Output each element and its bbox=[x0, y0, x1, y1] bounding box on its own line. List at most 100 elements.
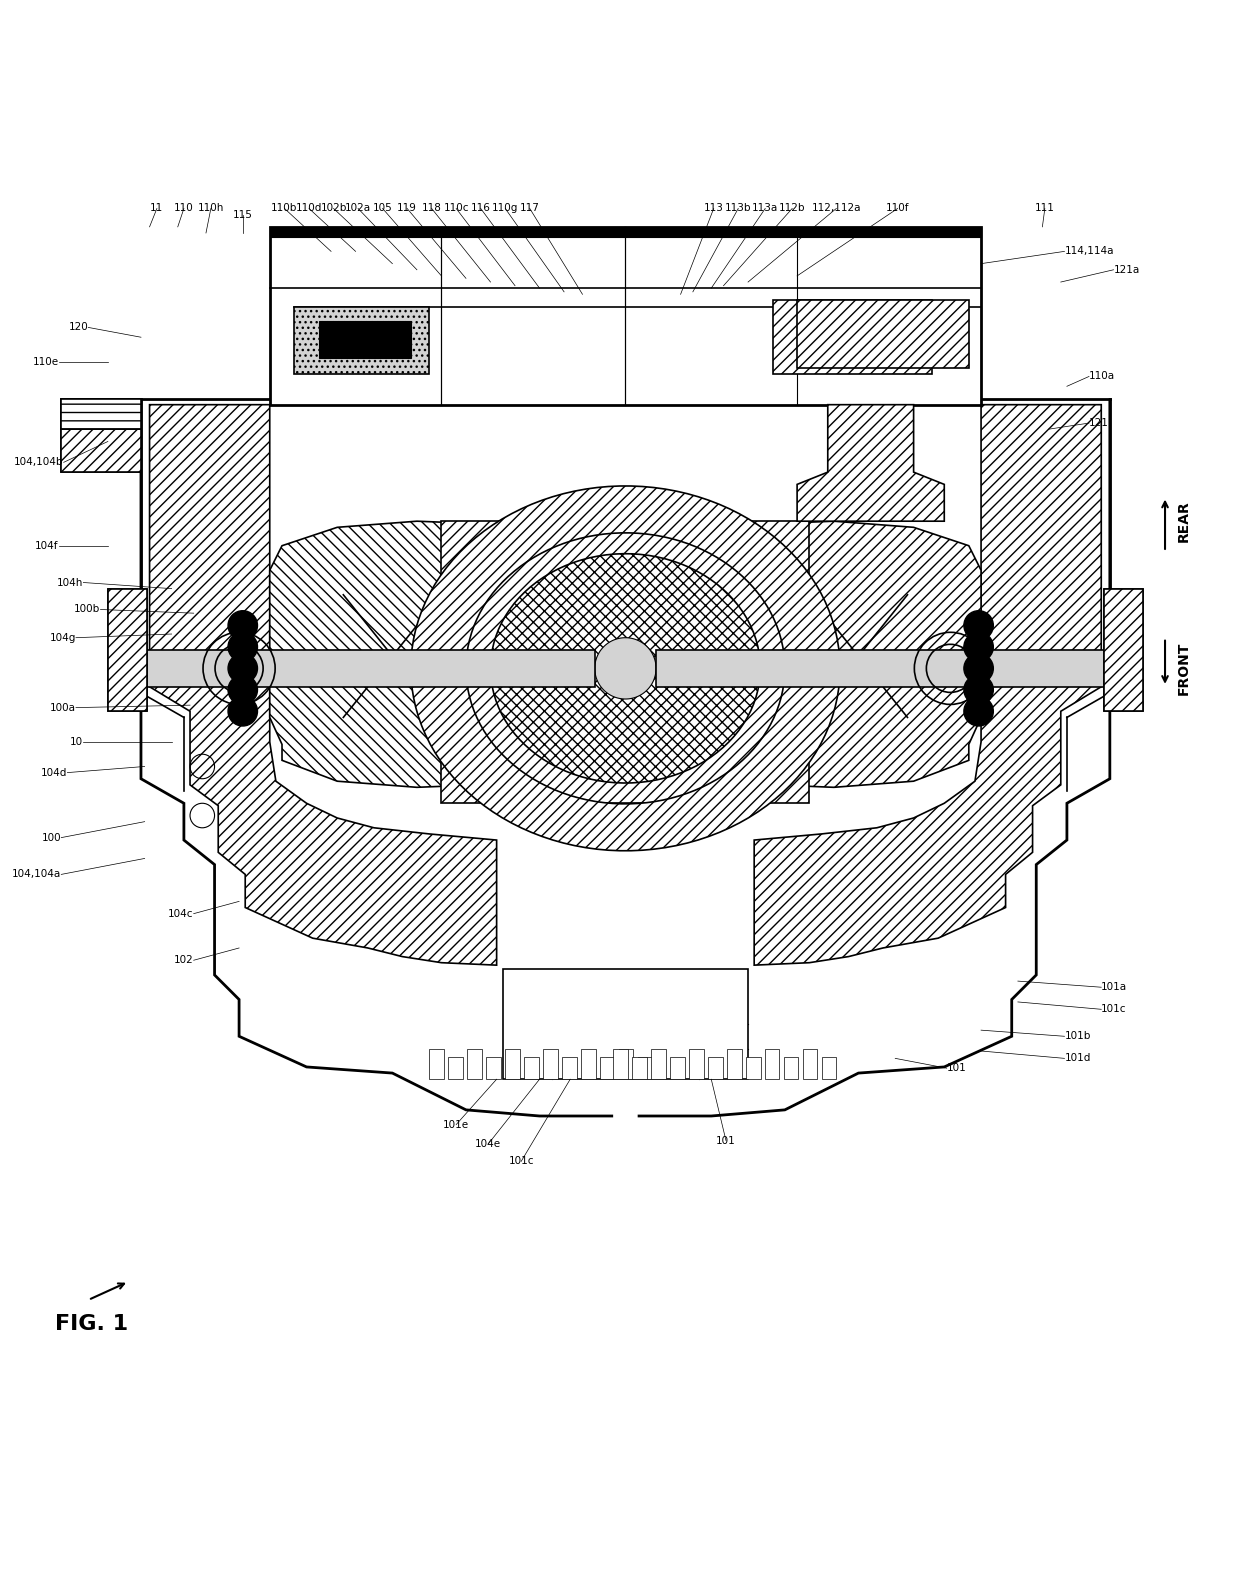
Polygon shape bbox=[745, 1057, 760, 1079]
Polygon shape bbox=[784, 1057, 799, 1079]
Text: REAR: REAR bbox=[1177, 500, 1190, 543]
Text: 102a: 102a bbox=[345, 204, 371, 214]
Polygon shape bbox=[294, 307, 429, 373]
Text: 102b: 102b bbox=[320, 204, 347, 214]
Text: 116: 116 bbox=[471, 204, 491, 214]
Polygon shape bbox=[525, 1057, 538, 1079]
Polygon shape bbox=[448, 1057, 463, 1079]
Polygon shape bbox=[562, 1057, 577, 1079]
Text: FRONT: FRONT bbox=[1177, 642, 1190, 694]
Polygon shape bbox=[319, 321, 410, 358]
Text: 117: 117 bbox=[520, 204, 539, 214]
Text: 110d: 110d bbox=[296, 204, 322, 214]
Circle shape bbox=[963, 676, 993, 704]
Polygon shape bbox=[797, 301, 968, 369]
Text: 110g: 110g bbox=[492, 204, 518, 214]
Text: 104c: 104c bbox=[169, 908, 193, 919]
Polygon shape bbox=[1104, 589, 1143, 712]
Text: 112b: 112b bbox=[779, 204, 806, 214]
Polygon shape bbox=[502, 968, 748, 1079]
Polygon shape bbox=[727, 1049, 742, 1079]
Polygon shape bbox=[108, 589, 148, 712]
Text: 110b: 110b bbox=[272, 204, 298, 214]
Text: 121: 121 bbox=[1089, 418, 1109, 429]
Polygon shape bbox=[441, 520, 810, 804]
Circle shape bbox=[228, 611, 258, 641]
Polygon shape bbox=[486, 1057, 501, 1079]
Text: 110f: 110f bbox=[885, 204, 909, 214]
Polygon shape bbox=[637, 1057, 652, 1079]
Text: 102: 102 bbox=[174, 956, 193, 965]
Text: 119: 119 bbox=[397, 204, 417, 214]
Text: 110e: 110e bbox=[32, 358, 58, 367]
Polygon shape bbox=[467, 1049, 482, 1079]
Text: 110c: 110c bbox=[444, 204, 469, 214]
Text: 110h: 110h bbox=[197, 204, 224, 214]
Polygon shape bbox=[270, 520, 577, 788]
Polygon shape bbox=[670, 1057, 684, 1079]
Text: 110a: 110a bbox=[1089, 372, 1115, 381]
Text: 118: 118 bbox=[422, 204, 441, 214]
Text: 101b: 101b bbox=[1064, 1031, 1091, 1041]
Text: 101e: 101e bbox=[443, 1120, 469, 1130]
Polygon shape bbox=[61, 399, 141, 471]
Text: 110: 110 bbox=[174, 204, 193, 214]
Text: 104h: 104h bbox=[57, 577, 83, 587]
Polygon shape bbox=[765, 1049, 780, 1079]
Text: 100: 100 bbox=[42, 832, 61, 843]
Text: 120: 120 bbox=[68, 323, 88, 332]
Text: 11: 11 bbox=[150, 204, 164, 214]
Polygon shape bbox=[600, 1057, 615, 1079]
Text: 113: 113 bbox=[704, 204, 724, 214]
Text: 114,114a: 114,114a bbox=[1064, 247, 1114, 256]
Polygon shape bbox=[613, 1049, 627, 1079]
Polygon shape bbox=[150, 405, 497, 965]
Circle shape bbox=[228, 633, 258, 661]
Circle shape bbox=[228, 676, 258, 704]
Polygon shape bbox=[491, 554, 760, 783]
Circle shape bbox=[963, 633, 993, 661]
Text: FIG. 1: FIG. 1 bbox=[56, 1315, 129, 1335]
Text: 104,104b: 104,104b bbox=[14, 457, 63, 467]
Text: 115: 115 bbox=[233, 209, 253, 220]
Text: 113b: 113b bbox=[725, 204, 751, 214]
Polygon shape bbox=[108, 589, 148, 712]
Polygon shape bbox=[595, 638, 656, 699]
Text: 104d: 104d bbox=[41, 767, 67, 778]
Text: 104e: 104e bbox=[475, 1139, 501, 1149]
Text: 101: 101 bbox=[715, 1136, 735, 1145]
Polygon shape bbox=[61, 399, 141, 429]
Text: 104,104a: 104,104a bbox=[12, 870, 61, 880]
Polygon shape bbox=[135, 650, 595, 687]
Text: 101c: 101c bbox=[1101, 1005, 1127, 1014]
Polygon shape bbox=[797, 405, 945, 520]
Polygon shape bbox=[754, 405, 1101, 965]
Text: 100b: 100b bbox=[74, 604, 100, 614]
Polygon shape bbox=[61, 399, 141, 429]
Polygon shape bbox=[1104, 589, 1143, 712]
Text: 112,112a: 112,112a bbox=[812, 204, 861, 214]
Circle shape bbox=[228, 653, 258, 683]
Polygon shape bbox=[429, 1049, 444, 1079]
Circle shape bbox=[963, 611, 993, 641]
Circle shape bbox=[228, 696, 258, 726]
Text: 113a: 113a bbox=[753, 204, 779, 214]
Polygon shape bbox=[802, 1049, 817, 1079]
Polygon shape bbox=[773, 301, 932, 373]
Polygon shape bbox=[632, 1057, 647, 1079]
Text: 101a: 101a bbox=[1101, 982, 1127, 992]
Polygon shape bbox=[656, 650, 1116, 687]
Text: 101: 101 bbox=[946, 1063, 966, 1073]
Polygon shape bbox=[270, 226, 981, 237]
Polygon shape bbox=[675, 520, 981, 788]
Text: 104g: 104g bbox=[50, 633, 76, 642]
Polygon shape bbox=[505, 1049, 520, 1079]
Text: 105: 105 bbox=[373, 204, 392, 214]
Text: 121a: 121a bbox=[1114, 264, 1140, 275]
Circle shape bbox=[963, 696, 993, 726]
Polygon shape bbox=[822, 1057, 836, 1079]
Polygon shape bbox=[61, 429, 141, 471]
Circle shape bbox=[963, 653, 993, 683]
Polygon shape bbox=[410, 668, 839, 851]
Polygon shape bbox=[543, 1049, 558, 1079]
